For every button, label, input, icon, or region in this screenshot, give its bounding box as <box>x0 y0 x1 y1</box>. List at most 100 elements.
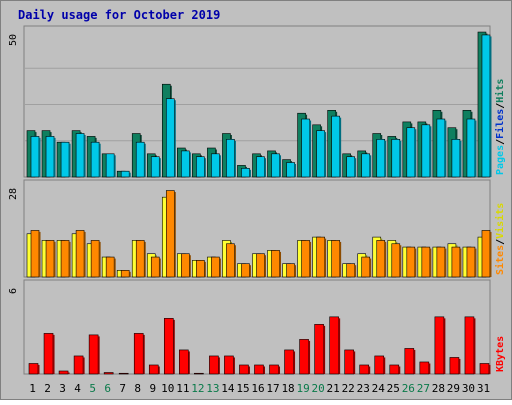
bar-files-5 <box>91 142 99 177</box>
bar-kbytes-16-shade <box>263 366 265 374</box>
x-tick-label-8: 8 <box>134 382 141 395</box>
bar-sites-3-shade <box>69 242 71 277</box>
bar-files-10-shade <box>174 100 176 177</box>
bar-sites-24 <box>377 240 385 277</box>
bar-kbytes-20 <box>315 324 324 374</box>
legend-item-pages: Pages <box>495 145 506 175</box>
bar-kbytes-14 <box>224 356 233 374</box>
x-tick-label-3: 3 <box>59 382 66 395</box>
bar-sites-27 <box>422 247 430 277</box>
bar-files-21 <box>332 116 340 177</box>
bar-sites-31-shade <box>490 232 492 277</box>
bar-kbytes-15 <box>239 365 248 374</box>
bar-sites-11 <box>181 254 189 277</box>
bar-sites-24-shade <box>385 242 387 277</box>
bar-files-23 <box>362 154 370 177</box>
x-tick-label-18: 18 <box>281 382 294 395</box>
x-tick-label-1: 1 <box>29 382 36 395</box>
x-tick-label-12: 12 <box>191 382 204 395</box>
bar-kbytes-21-shade <box>339 318 341 374</box>
x-tick-label-6: 6 <box>104 382 111 395</box>
bar-kbytes-3-shade <box>68 372 70 374</box>
bar-files-27 <box>422 125 430 177</box>
bar-kbytes-23 <box>360 365 369 374</box>
x-tick-label-4: 4 <box>74 382 81 395</box>
bar-sites-28 <box>437 247 445 277</box>
x-tick-label-13: 13 <box>206 382 219 395</box>
x-tick-label-14: 14 <box>221 382 235 395</box>
x-tick-label-16: 16 <box>251 382 264 395</box>
bar-files-20 <box>317 131 325 177</box>
ymax-label-pages_files_hits: 50 <box>8 34 19 46</box>
ymax-label-kbytes: 6 <box>8 288 19 294</box>
bar-sites-10-shade <box>174 192 176 277</box>
bar-files-24 <box>377 139 385 177</box>
bar-sites-11-shade <box>189 255 191 277</box>
bar-files-19 <box>302 119 310 177</box>
bar-files-23-shade <box>370 155 372 177</box>
x-tick-label-31: 31 <box>477 382 490 395</box>
bar-kbytes-5-shade <box>98 336 100 374</box>
bar-sites-13 <box>211 257 219 277</box>
bar-files-30 <box>467 119 475 177</box>
bar-sites-2-shade <box>54 242 56 277</box>
bar-kbytes-8 <box>134 333 143 374</box>
bar-files-1 <box>31 136 39 177</box>
bar-files-31 <box>482 35 490 177</box>
bar-kbytes-4-shade <box>83 357 85 374</box>
bar-kbytes-25 <box>390 365 399 374</box>
bar-kbytes-31 <box>480 363 489 374</box>
bar-sites-30 <box>467 247 475 277</box>
x-tick-label-10: 10 <box>161 382 174 395</box>
bar-sites-28-shade <box>445 249 447 277</box>
x-tick-label-27: 27 <box>417 382 430 395</box>
bar-kbytes-1 <box>29 363 38 374</box>
bar-sites-18-shade <box>295 265 297 277</box>
bar-files-17 <box>272 154 280 177</box>
bar-kbytes-29 <box>450 357 459 374</box>
bar-kbytes-5 <box>89 335 98 374</box>
bar-kbytes-24-shade <box>384 357 386 374</box>
bar-sites-22 <box>347 264 355 277</box>
bar-files-12 <box>196 157 204 177</box>
bar-sites-30-shade <box>475 249 477 277</box>
ymax-label-sites_visits: 28 <box>8 188 19 200</box>
x-tick-label-25: 25 <box>387 382 400 395</box>
bar-sites-25-shade <box>400 245 402 277</box>
bar-kbytes-20-shade <box>324 326 326 374</box>
bar-files-24-shade <box>385 141 387 177</box>
legend-item-hits: Hits <box>494 79 506 103</box>
bar-kbytes-7 <box>119 373 128 374</box>
bar-kbytes-9 <box>149 365 158 374</box>
bar-sites-10 <box>166 191 174 277</box>
chart-title: Daily usage for October 2019 <box>18 8 220 22</box>
bar-files-28 <box>437 119 445 177</box>
bar-files-27-shade <box>430 126 432 177</box>
bar-kbytes-30-shade <box>474 318 476 374</box>
x-tick-label-2: 2 <box>44 382 51 395</box>
bar-sites-13-shade <box>219 259 221 277</box>
x-tick-label-5: 5 <box>89 382 96 395</box>
bar-files-2 <box>46 136 54 177</box>
x-tick-label-9: 9 <box>149 382 156 395</box>
bar-files-26 <box>407 128 415 177</box>
bar-sites-29-shade <box>460 249 462 277</box>
bar-files-12-shade <box>204 158 206 177</box>
bar-files-16 <box>256 157 264 177</box>
bar-files-14 <box>226 139 234 177</box>
bar-sites-1 <box>31 230 39 277</box>
bar-kbytes-11-shade <box>188 351 190 374</box>
bar-kbytes-12 <box>194 373 203 374</box>
bar-kbytes-18-shade <box>294 351 296 374</box>
bar-sites-9 <box>151 257 159 277</box>
bar-sites-17 <box>272 250 280 277</box>
bar-files-4 <box>76 134 84 177</box>
bar-sites-25 <box>392 244 400 277</box>
bar-files-31-shade <box>490 36 492 177</box>
bar-kbytes-26 <box>405 348 414 374</box>
bar-kbytes-1-shade <box>38 365 40 374</box>
bar-sites-4 <box>76 230 84 277</box>
bar-sites-14-shade <box>234 245 236 277</box>
bar-sites-6-shade <box>114 259 116 277</box>
